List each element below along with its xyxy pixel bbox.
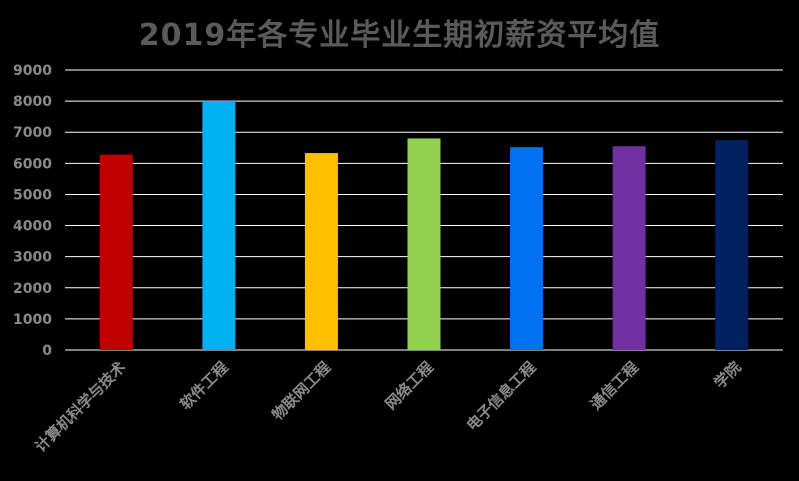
bar [202,101,236,350]
chart-title: 2019年各专业毕业生期初薪资平均值 [138,18,661,53]
bar [407,138,441,350]
y-tick-label: 2000 [13,281,52,297]
y-tick-label: 5000 [13,187,52,203]
bar [612,146,646,350]
x-category-label: 学院 [711,358,745,392]
bar [99,154,133,350]
y-tick-label: 6000 [13,156,52,172]
x-category-label: 计算机科学与技术 [32,358,130,456]
x-category-label: 物联网工程 [268,358,334,424]
y-tick-label: 7000 [13,125,52,141]
bar [510,147,544,350]
x-category-label: 软件工程 [177,358,232,413]
y-tick-label: 8000 [13,94,52,110]
y-tick-label: 1000 [13,312,52,328]
y-tick-label: 9000 [13,63,52,79]
x-category-label: 通信工程 [587,358,642,413]
y-tick-label: 0 [42,343,52,359]
bar [715,140,749,350]
x-category-label: 电子信息工程 [463,358,539,434]
x-category-label: 网络工程 [382,358,437,413]
y-tick-label: 4000 [13,219,52,235]
bar [304,153,338,350]
y-tick-label: 3000 [13,250,52,266]
